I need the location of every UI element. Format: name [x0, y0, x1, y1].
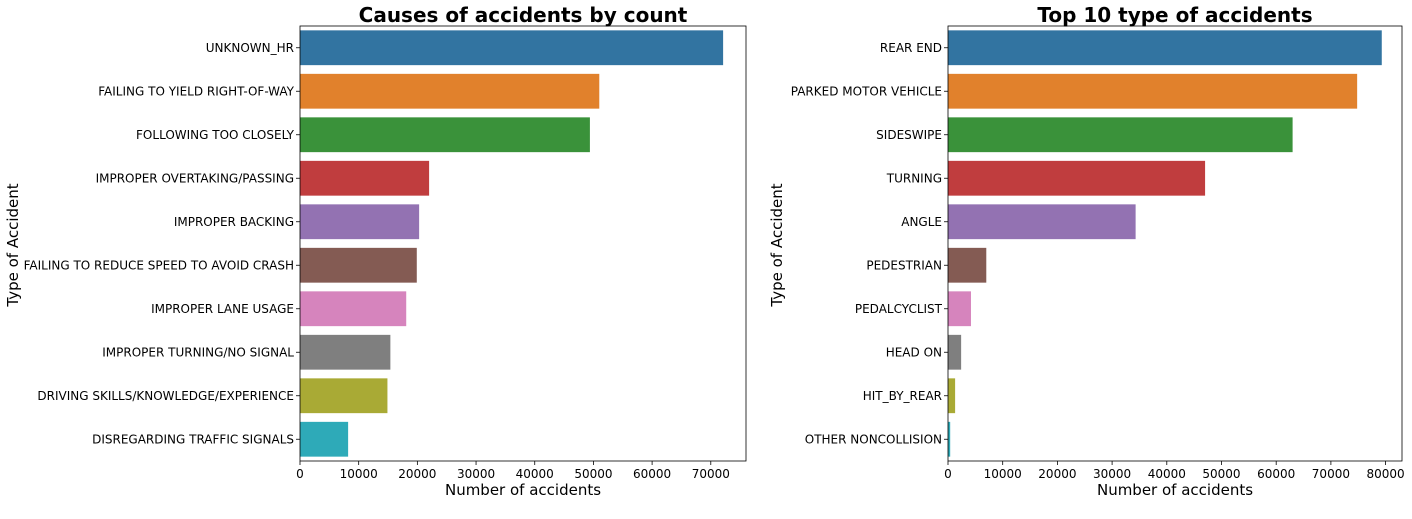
x-tick-label: 30000: [457, 467, 495, 481]
y-axis-label: Type of Accident: [4, 183, 22, 307]
y-tick-label: IMPROPER OVERTAKING/PASSING: [96, 171, 294, 185]
chart-title: Causes of accidents by count: [359, 3, 688, 27]
x-tick-label: 20000: [1038, 467, 1076, 481]
types-chart: Top 10 type of accidents Type of Acciden…: [768, 3, 1405, 499]
y-tick-label: PARKED MOTOR VEHICLE: [791, 84, 942, 98]
y-tick-label: REAR END: [880, 41, 942, 55]
y-tick-label: PEDALCYCLIST: [855, 302, 943, 316]
y-tick-label: FAILING TO REDUCE SPEED TO AVOID CRASH: [24, 258, 294, 272]
x-ticks: 0 10000 20000 30000 40000 50000 60000 70000: [296, 461, 730, 481]
bar: [948, 30, 1382, 66]
y-tick-label: PEDESTRIAN: [866, 258, 942, 272]
bars-group: [300, 30, 724, 457]
x-tick-label: 50000: [574, 467, 612, 481]
bar: [948, 291, 971, 327]
bar: [948, 204, 1136, 240]
y-axis-label: Type of Accident: [768, 183, 786, 307]
y-tick-label: FAILING TO YIELD RIGHT-OF-WAY: [98, 84, 294, 98]
x-tick-label: 0: [944, 467, 952, 481]
bar: [300, 334, 391, 370]
bar: [948, 73, 1358, 109]
y-tick-label: DRIVING SKILLS/KNOWLEDGE/EXPERIENCE: [37, 389, 294, 403]
causes-chart: Causes of accidents by count Type of Acc…: [4, 3, 747, 499]
x-tick-label: 10000: [340, 467, 378, 481]
y-tick-label: IMPROPER LANE USAGE: [151, 302, 294, 316]
y-tick-label: DISREGARDING TRAFFIC SIGNALS: [92, 432, 294, 446]
y-tick-label: OTHER NONCOLLISION: [805, 432, 942, 446]
x-tick-label: 40000: [516, 467, 554, 481]
x-tick-label: 10000: [984, 467, 1022, 481]
x-tick-label: 40000: [1148, 467, 1186, 481]
x-axis-label: Number of accidents: [445, 481, 601, 499]
bar: [948, 378, 956, 414]
bar: [948, 117, 1293, 153]
y-tick-label: HEAD ON: [886, 345, 942, 359]
bar: [300, 30, 724, 66]
x-tick-label: 60000: [633, 467, 671, 481]
chart-title: Top 10 type of accidents: [1037, 3, 1312, 27]
x-tick-label: 20000: [398, 467, 436, 481]
x-tick-label: 80000: [1366, 467, 1404, 481]
y-tick-label: UNKNOWN_HR: [206, 41, 294, 55]
plot-frame: [299, 25, 747, 462]
bar: [300, 378, 388, 414]
y-tick-label: FOLLOWING TOO CLOSELY: [136, 128, 295, 142]
bar: [948, 421, 951, 457]
plot-frame: [947, 25, 1403, 462]
bar: [948, 334, 962, 370]
bar: [300, 73, 600, 109]
y-tick-label: SIDESWIPE: [876, 128, 942, 142]
y-tick-label: IMPROPER TURNING/NO SIGNAL: [102, 345, 294, 359]
bar: [300, 204, 420, 240]
bar: [300, 160, 430, 196]
x-tick-label: 50000: [1202, 467, 1240, 481]
x-tick-label: 0: [296, 467, 304, 481]
bars-group: [948, 30, 1382, 457]
bar: [300, 117, 590, 153]
y-tick-labels: UNKNOWN_HR FAILING TO YIELD RIGHT-OF-WAY F…: [24, 41, 300, 446]
x-ticks: 0 10000 20000 30000 40000 50000 60000 70000 8000…: [944, 461, 1405, 481]
x-tick-label: 60000: [1257, 467, 1295, 481]
x-axis-label: Number of accidents: [1097, 481, 1253, 499]
y-tick-label: ANGLE: [901, 215, 942, 229]
y-tick-label: HIT_BY_REAR: [863, 389, 942, 403]
y-tick-labels: REAR END PARKED MOTOR VEHICLE SIDESWIPE TUR…: [791, 41, 948, 446]
y-tick-label: IMPROPER BACKING: [174, 215, 294, 229]
x-tick-label: 70000: [1312, 467, 1350, 481]
x-tick-label: 70000: [692, 467, 730, 481]
bar: [300, 291, 407, 327]
y-tick-label: TURNING: [886, 171, 942, 185]
bar: [300, 421, 349, 457]
x-tick-label: 30000: [1093, 467, 1131, 481]
bar: [300, 247, 417, 283]
bar: [948, 247, 987, 283]
bar: [948, 160, 1206, 196]
